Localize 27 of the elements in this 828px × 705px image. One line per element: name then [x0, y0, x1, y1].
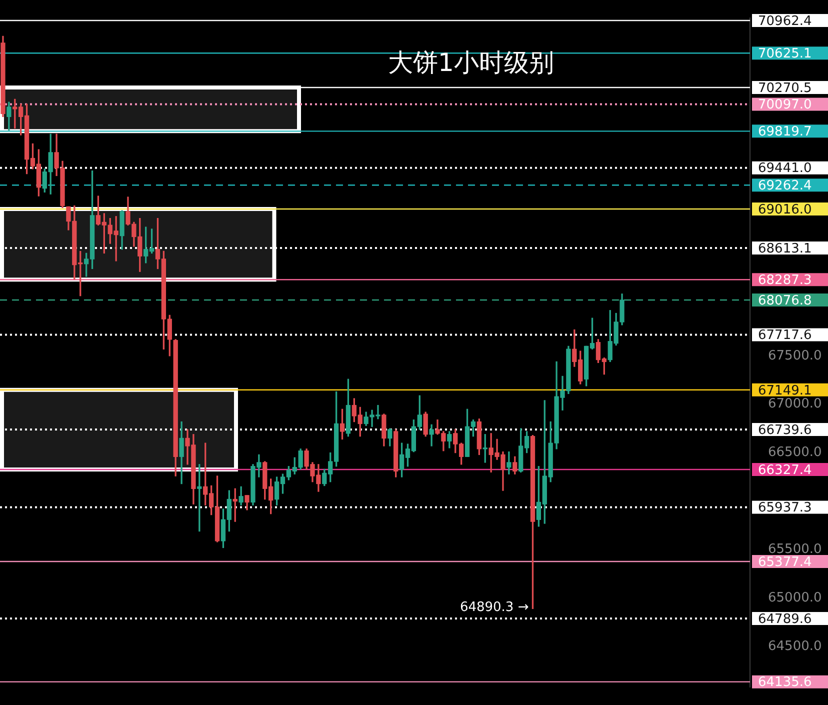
y-tick-label: 66500.0	[768, 445, 822, 460]
ref-line-label: 65377.4	[758, 554, 812, 570]
ref-line-label: 69819.7	[758, 124, 812, 140]
text: 大饼1小时级别	[388, 47, 554, 79]
ref-line-label: 67717.6	[758, 328, 812, 344]
ref-line-label: 66739.6	[758, 422, 812, 438]
annotation: 64890.3 →	[460, 600, 529, 616]
ref-line-label: 64135.6	[758, 675, 812, 690]
ref-line-label: 70270.5	[758, 80, 812, 96]
ref-line-label: 69441.0	[758, 161, 812, 176]
ref-line-label: 68287.3	[758, 272, 812, 288]
y-tick-label: 67000.0	[768, 396, 822, 412]
ref-line-label: 69262.4	[758, 178, 812, 194]
y-tick-label: 65500.0	[768, 542, 822, 558]
ref-line-label: 70625.1	[758, 46, 812, 62]
ref-line-label: 67149.1	[758, 383, 812, 398]
y-tick-label: 67500.0	[768, 348, 822, 364]
ref-line-label: 64789.6	[758, 612, 812, 627]
y-tick-label: 64500.0	[768, 638, 822, 654]
y-tick-label: 65000.0	[768, 590, 822, 606]
ref-line-label: 69016.0	[758, 202, 812, 218]
ref-line-label: 66327.4	[758, 462, 812, 478]
ref-line-label: 70962.4	[758, 14, 812, 29]
ref-line-label: 65937.3	[758, 500, 812, 516]
ref-line-label: 68076.8	[758, 293, 812, 308]
ref-line-label: 70097.0	[758, 98, 812, 113]
ref-line-label: 68613.1	[758, 241, 812, 256]
